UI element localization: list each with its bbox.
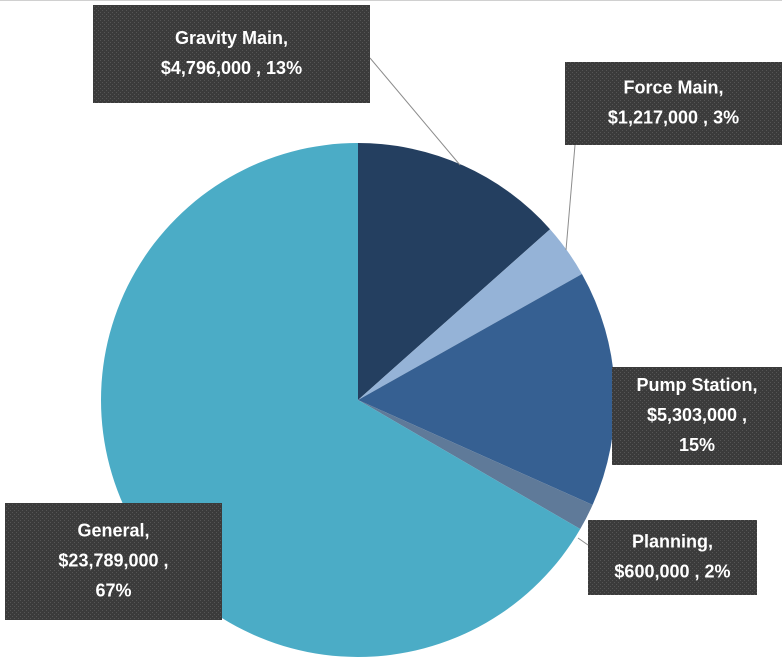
label-part: $5,303,000 bbox=[647, 405, 737, 425]
data-label: Planning, bbox=[632, 531, 713, 551]
label-part: $1,217,000 bbox=[608, 107, 698, 127]
label-part: , bbox=[283, 28, 288, 48]
label-part: , bbox=[703, 107, 708, 127]
pie-slice bbox=[358, 273, 616, 505]
label-box bbox=[93, 5, 370, 103]
label-part: Planning bbox=[632, 531, 708, 551]
label-part: , bbox=[719, 77, 724, 97]
data-label: Pump Station, bbox=[636, 375, 757, 395]
label-part: , bbox=[752, 375, 757, 395]
label-part: $4,796,000 bbox=[161, 58, 251, 78]
pie-slice bbox=[358, 143, 551, 400]
label-part: , bbox=[708, 531, 713, 551]
leader-line bbox=[565, 144, 576, 251]
label-part: , bbox=[164, 550, 169, 570]
data-label: Force Main, bbox=[623, 77, 723, 97]
data-label: General, bbox=[77, 520, 149, 540]
label-part: Force Main bbox=[623, 77, 718, 97]
data-label: $1,217,000 , 3% bbox=[608, 107, 739, 127]
label-box bbox=[612, 367, 782, 465]
data-labels: Gravity Main,$4,796,000 , 13%Force Main,… bbox=[5, 5, 782, 620]
data-label: 15% bbox=[679, 435, 715, 455]
label-part: , bbox=[695, 561, 700, 581]
label-part: , bbox=[742, 405, 747, 425]
data-label: $5,303,000 , bbox=[647, 405, 747, 425]
label-part: 67% bbox=[95, 580, 131, 600]
label-part: 3% bbox=[713, 107, 739, 127]
label-part: General bbox=[77, 520, 144, 540]
label-part: Pump Station bbox=[636, 375, 752, 395]
label-part: $600,000 bbox=[614, 561, 689, 581]
data-label: Gravity Main, bbox=[175, 28, 288, 48]
label-part: 2% bbox=[705, 561, 731, 581]
label-part: , bbox=[145, 520, 150, 540]
label-part: Gravity Main bbox=[175, 28, 283, 48]
pie-slice bbox=[358, 400, 593, 530]
label-box bbox=[588, 520, 757, 595]
leader-line bbox=[577, 537, 589, 546]
label-part: 13% bbox=[266, 58, 302, 78]
data-label: 67% bbox=[95, 580, 131, 600]
label-part: 15% bbox=[679, 435, 715, 455]
label-part: $23,789,000 bbox=[58, 550, 158, 570]
data-label: $4,796,000 , 13% bbox=[161, 58, 302, 78]
data-label: $600,000 , 2% bbox=[614, 561, 730, 581]
label-part: , bbox=[256, 58, 261, 78]
label-box bbox=[565, 62, 782, 145]
leader-line bbox=[369, 57, 461, 166]
label-box bbox=[5, 503, 222, 620]
data-label: $23,789,000 , bbox=[58, 550, 168, 570]
pie-slice bbox=[358, 229, 582, 400]
